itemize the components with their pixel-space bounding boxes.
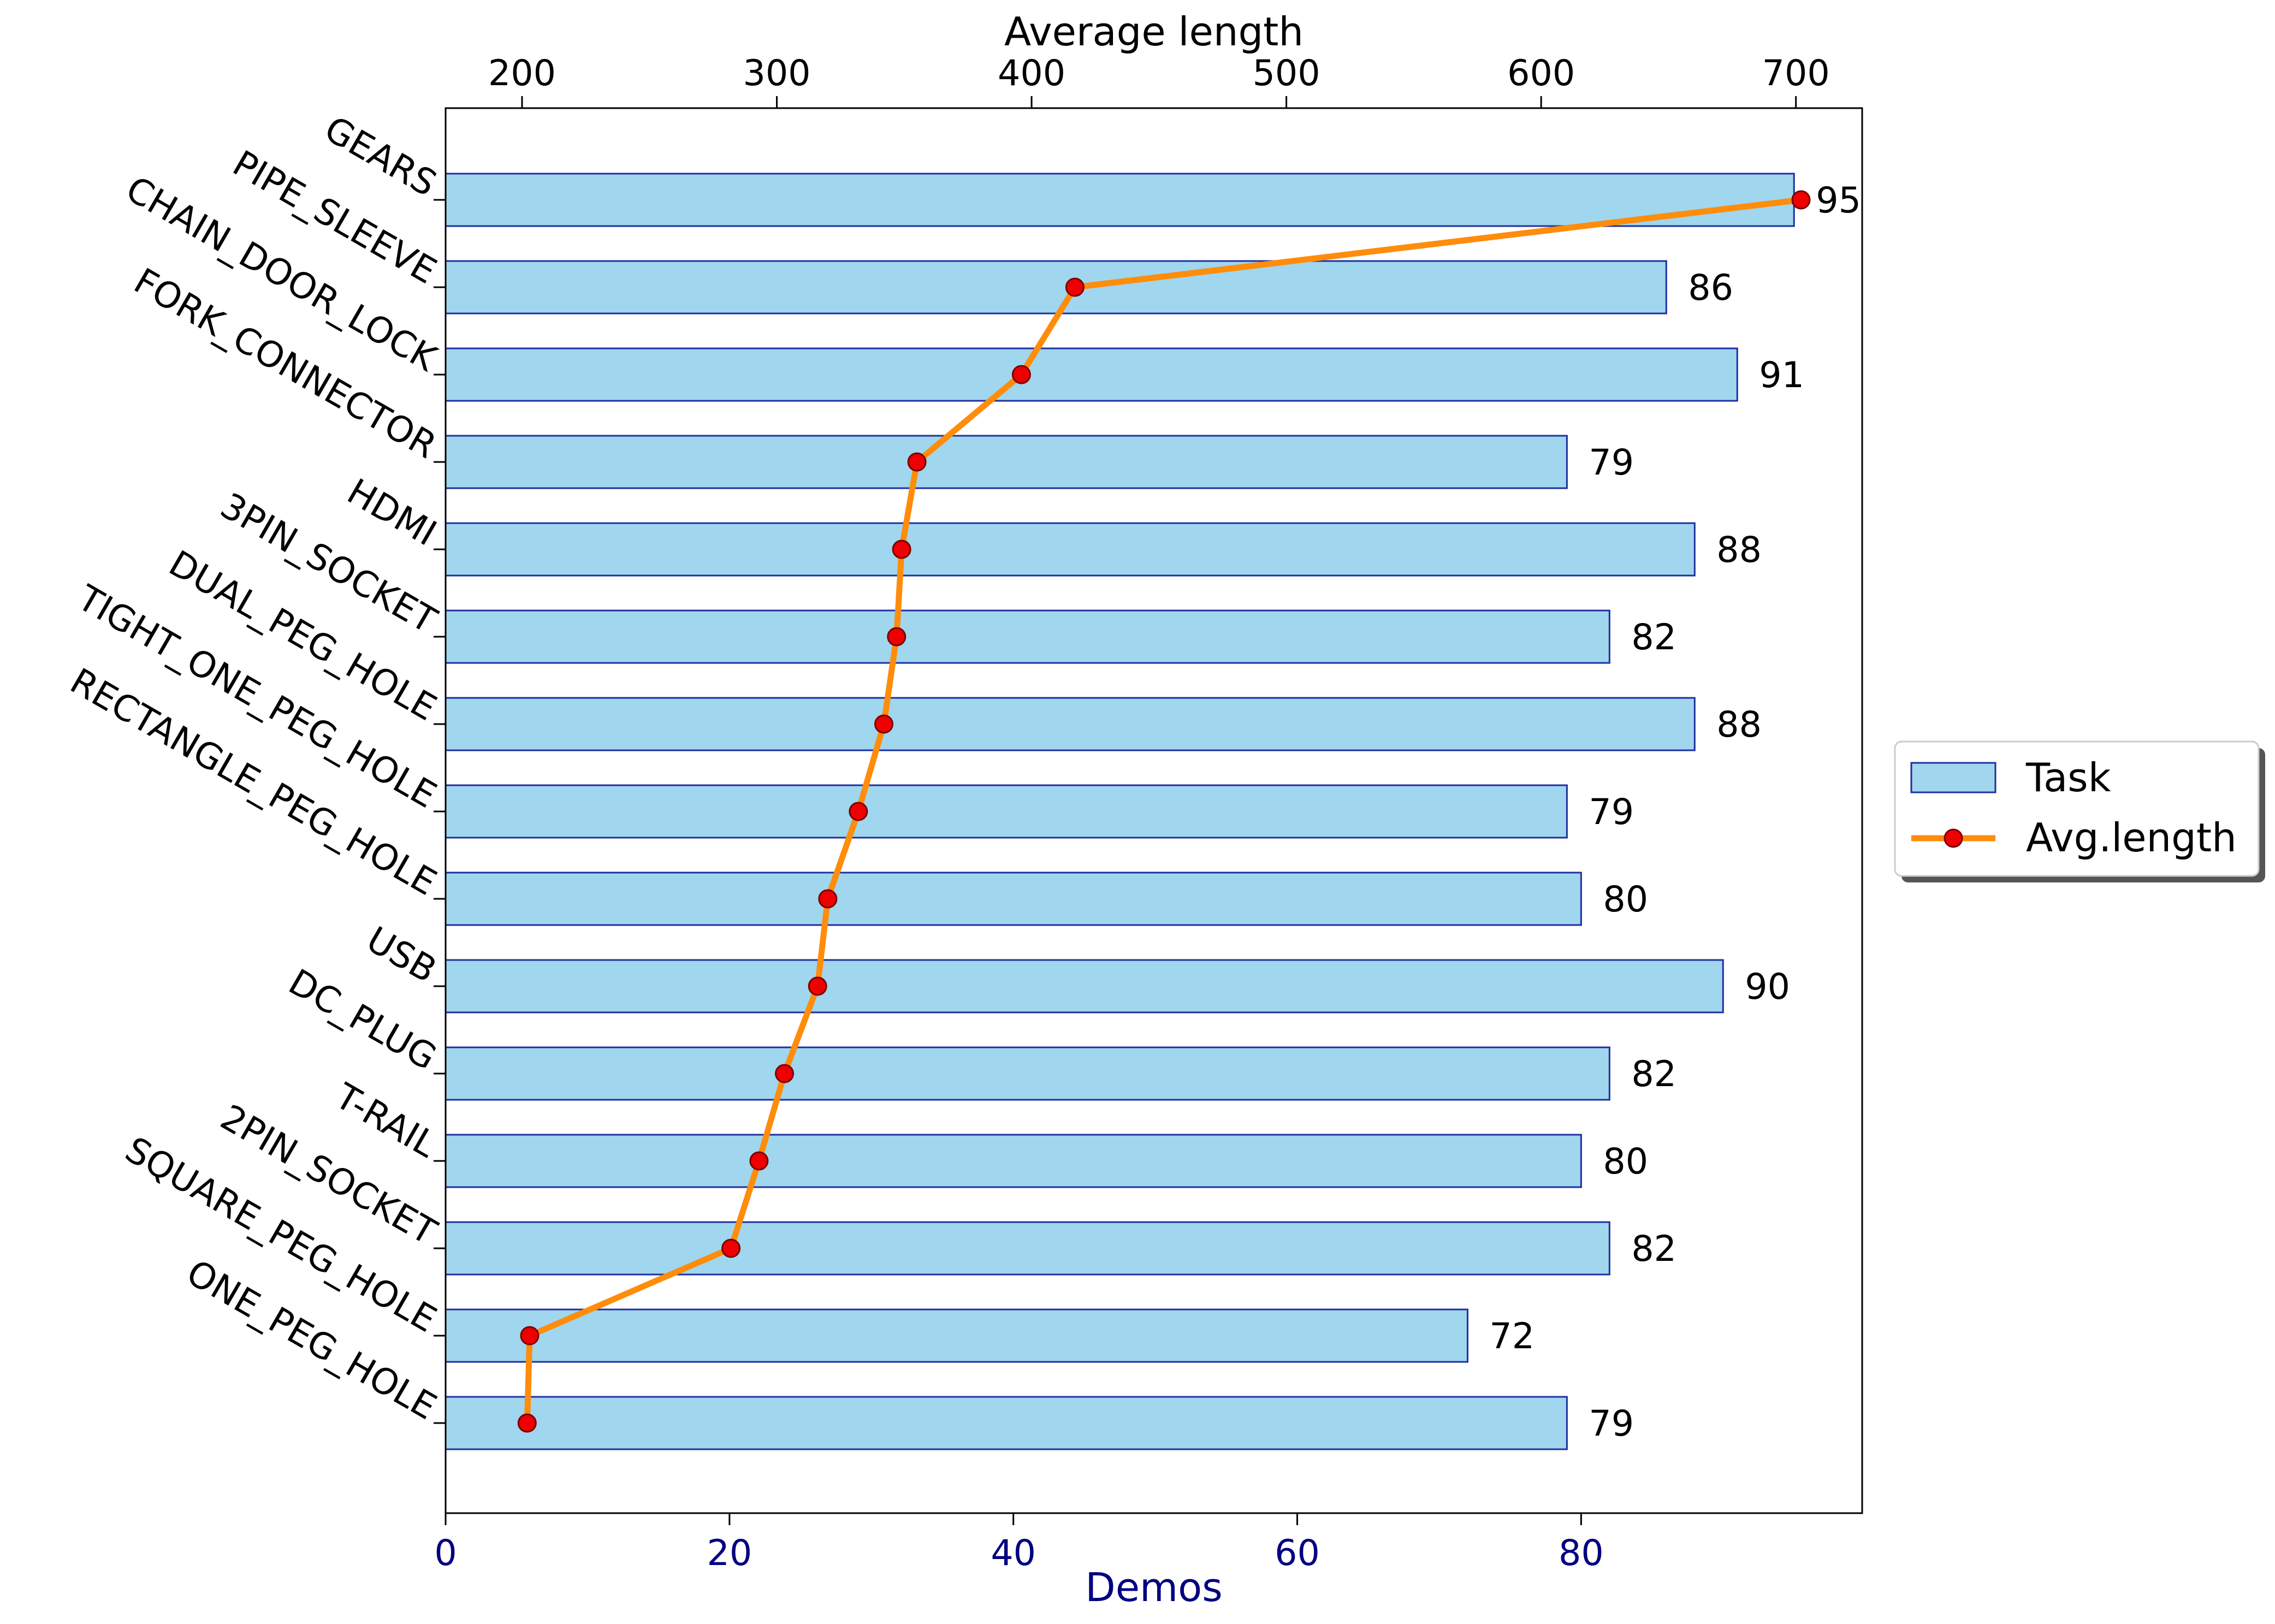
avg-length-point-hdmi bbox=[892, 540, 911, 559]
avg-length-point-usb bbox=[808, 976, 827, 996]
bottom-axis-title: Demos bbox=[1085, 1564, 1222, 1610]
bottom-axis: 0 20 40 60 80 bbox=[434, 1513, 1604, 1574]
value-label-one-peg-hole: 79 bbox=[1589, 1403, 1634, 1444]
value-label-hdmi: 88 bbox=[1716, 530, 1762, 571]
avg-length-point-rectangle-peg-hole bbox=[818, 889, 838, 909]
bar-fork-connector bbox=[445, 435, 1568, 489]
top-tick-label-700: 700 bbox=[1762, 53, 1830, 94]
value-label-rectangle-peg-hole: 80 bbox=[1603, 879, 1648, 920]
bar-square-peg-hole bbox=[445, 1308, 1468, 1363]
avg-length-line-layer bbox=[517, 190, 1811, 1433]
bar-one-peg-hole bbox=[445, 1396, 1568, 1450]
category-label-gears: GEARS bbox=[317, 109, 443, 205]
top-tick-label-200: 200 bbox=[488, 53, 556, 94]
top-tick-label-300: 300 bbox=[743, 53, 810, 94]
bar-usb bbox=[445, 959, 1724, 1013]
avg-length-point-t-rail bbox=[749, 1151, 769, 1171]
legend-swatch-task bbox=[1910, 762, 1996, 793]
category-label-t-rail: T-RAIL bbox=[328, 1076, 443, 1166]
value-labels-layer: 95 86 91 79 88 82 88 79 80 90 82 80 82 72 79 bbox=[1489, 180, 1861, 1444]
avg-length-point-dc-plug bbox=[775, 1064, 795, 1083]
value-label-chain-door-lock: 91 bbox=[1759, 355, 1804, 396]
top-axis-title: Average length bbox=[1004, 9, 1304, 55]
avg-length-point-pipe-sleeve bbox=[1065, 277, 1085, 297]
bar-rectangle-peg-hole bbox=[445, 872, 1582, 926]
avg-length-point-fork-connector bbox=[907, 452, 927, 472]
top-tick-label-400: 400 bbox=[998, 53, 1065, 94]
category-label-hdmi: HDMI bbox=[340, 471, 443, 554]
value-label-tight-one-peg-hole: 79 bbox=[1589, 792, 1634, 833]
value-label-dual-peg-hole: 88 bbox=[1716, 704, 1762, 745]
legend: Task Avg.length bbox=[1894, 740, 2265, 882]
bars-layer bbox=[445, 173, 1795, 1450]
value-label-square-peg-hole: 72 bbox=[1489, 1316, 1535, 1357]
avg-length-point-square-peg-hole bbox=[520, 1326, 540, 1346]
bottom-tick-label-0: 0 bbox=[434, 1533, 457, 1574]
bar-tight-one-peg-hole bbox=[445, 784, 1568, 839]
value-label-t-rail: 80 bbox=[1603, 1141, 1648, 1182]
legend-label-avg-length: Avg.length bbox=[2026, 815, 2237, 861]
avg-length-point-dual-peg-hole bbox=[874, 714, 893, 734]
bar-gears bbox=[445, 173, 1795, 227]
value-label-gears: 95 bbox=[1816, 180, 1861, 221]
top-axis: 200 300 400 500 600 700 bbox=[488, 53, 1830, 108]
bar-chain-door-lock bbox=[445, 347, 1738, 402]
category-label-usb: USB bbox=[359, 919, 443, 991]
value-label-fork-connector: 79 bbox=[1589, 442, 1634, 483]
legend-label-task: Task bbox=[2025, 755, 2111, 801]
avg-length-point-2pin-socket bbox=[721, 1238, 741, 1258]
top-tick-label-500: 500 bbox=[1253, 53, 1320, 94]
bar-t-rail bbox=[445, 1134, 1582, 1188]
bottom-tick-label-40: 40 bbox=[991, 1533, 1036, 1574]
bar-hdmi bbox=[445, 522, 1696, 577]
value-label-usb: 90 bbox=[1745, 967, 1790, 1007]
bar-3pin-socket bbox=[445, 609, 1610, 664]
bottom-tick-label-60: 60 bbox=[1275, 1533, 1320, 1574]
top-tick-label-600: 600 bbox=[1507, 53, 1575, 94]
bottom-tick-label-20: 20 bbox=[707, 1533, 752, 1574]
value-label-2pin-socket: 82 bbox=[1631, 1229, 1676, 1270]
category-axis: GEARSPIPE_SLEEVECHAIN_DOOR_LOCKFORK_CONN… bbox=[63, 109, 446, 1428]
value-label-pipe-sleeve: 86 bbox=[1688, 268, 1733, 309]
value-label-3pin-socket: 82 bbox=[1631, 617, 1676, 658]
bar-dc-plug bbox=[445, 1046, 1610, 1101]
avg-length-point-3pin-socket bbox=[887, 627, 907, 647]
avg-length-point-chain-door-lock bbox=[1011, 365, 1031, 384]
bar-2pin-socket bbox=[445, 1221, 1610, 1276]
avg-length-point-one-peg-hole bbox=[517, 1413, 537, 1433]
bar-dual-peg-hole bbox=[445, 697, 1696, 751]
value-label-dc-plug: 82 bbox=[1631, 1054, 1676, 1095]
legend-marker-avg-length bbox=[1944, 828, 1963, 848]
bar-pipe-sleeve bbox=[445, 260, 1667, 315]
avg-length-point-tight-one-peg-hole bbox=[849, 802, 868, 821]
category-label-one-peg-hole: ONE_PEG_HOLE bbox=[180, 1252, 443, 1428]
avg-length-point-gears bbox=[1791, 190, 1811, 210]
bottom-tick-label-80: 80 bbox=[1559, 1533, 1604, 1574]
